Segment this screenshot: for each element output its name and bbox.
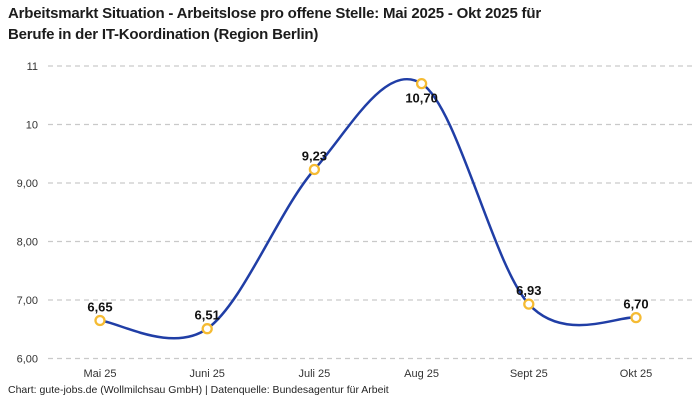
- data-point-label: 10,70: [405, 91, 438, 106]
- y-axis-tick-label: 8,00: [17, 237, 38, 249]
- x-axis-tick-label: Juli 25: [299, 368, 331, 380]
- chart-title: Arbeitsmarkt Situation - Arbeitslose pro…: [8, 3, 541, 45]
- data-point-marker[interactable]: [523, 298, 535, 310]
- chart-title-line2: Berufe in der IT-Koordination (Region Be…: [8, 26, 319, 43]
- y-axis-tick-label: 6,00: [17, 354, 38, 366]
- y-axis-tick-label: 10: [26, 120, 38, 132]
- chart-footer: Chart: gute-jobs.de (Wollmilchsau GmbH) …: [8, 384, 389, 396]
- y-axis-tick-label: 7,00: [17, 295, 38, 307]
- data-point-marker[interactable]: [94, 314, 106, 327]
- data-point-marker[interactable]: [630, 311, 642, 324]
- data-point-marker[interactable]: [308, 163, 321, 176]
- y-axis-tick-label: 9,00: [17, 178, 38, 190]
- x-axis-tick-label: Okt 25: [620, 368, 652, 380]
- data-point-label: 6,51: [195, 308, 220, 323]
- data-point-label: 6,70: [623, 297, 648, 312]
- x-axis-tick-label: Mai 25: [83, 368, 116, 380]
- chart-title-line1: Arbeitsmarkt Situation - Arbeitslose pro…: [8, 5, 541, 22]
- x-axis-tick-label: Aug 25: [404, 368, 439, 380]
- data-point-marker[interactable]: [415, 77, 428, 90]
- data-point-label: 6,93: [516, 283, 541, 298]
- data-point-marker[interactable]: [201, 323, 213, 335]
- y-axis-tick-label: 11: [27, 61, 38, 73]
- data-point-label: 6,65: [87, 300, 112, 315]
- x-axis-tick-label: Sept 25: [510, 368, 548, 380]
- data-point-label: 9,23: [302, 149, 327, 164]
- x-axis-tick-label: Juni 25: [189, 368, 224, 380]
